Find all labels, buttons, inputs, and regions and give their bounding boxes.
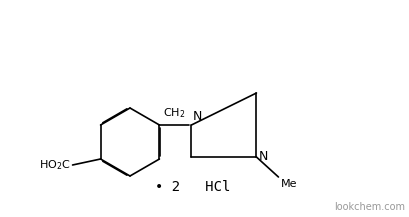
Text: lookchem.com: lookchem.com	[334, 202, 405, 212]
Text: N: N	[258, 151, 268, 163]
Text: • 2   HCl: • 2 HCl	[155, 180, 230, 194]
Text: CH$_2$: CH$_2$	[163, 106, 186, 120]
Text: Me: Me	[281, 179, 297, 189]
Text: N: N	[193, 110, 202, 123]
Text: HO$_2$C: HO$_2$C	[39, 158, 71, 172]
